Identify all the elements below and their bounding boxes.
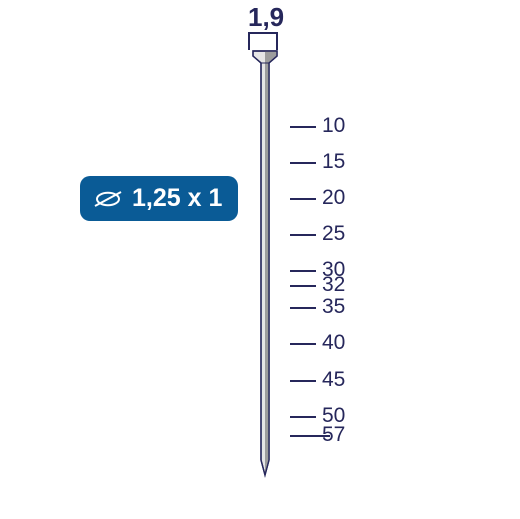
scale-label: 20 [322,186,345,210]
scale-label: 35 [322,295,345,319]
scale-tick [290,285,316,287]
nail-illustration [252,50,282,485]
no-diameter-icon [94,191,122,207]
scale-label: 15 [322,150,345,174]
scale-label: 32 [322,273,345,297]
scale-tick [290,270,316,272]
scale-tick [290,380,316,382]
shank-dimensions-text: 1,25 x 1 [132,184,222,213]
nail-spec-diagram: 1,9 1015202530323540455057 1,25 x 1 [0,0,520,519]
scale-label: 40 [322,331,345,355]
scale-tick [290,198,316,200]
scale-label: 45 [322,368,345,392]
shank-dimensions-badge: 1,25 x 1 [80,176,238,221]
scale-tick [290,416,316,418]
head-width-label: 1,9 [248,2,288,33]
scale-tick [290,307,316,309]
head-width-bracket [248,32,278,50]
scale-tick [290,234,316,236]
scale-tick [290,162,316,164]
scale-label: 57 [322,423,345,447]
scale-tick [290,126,316,128]
scale-tick [290,343,316,345]
scale-label: 25 [322,222,345,246]
scale-label: 10 [322,114,345,138]
